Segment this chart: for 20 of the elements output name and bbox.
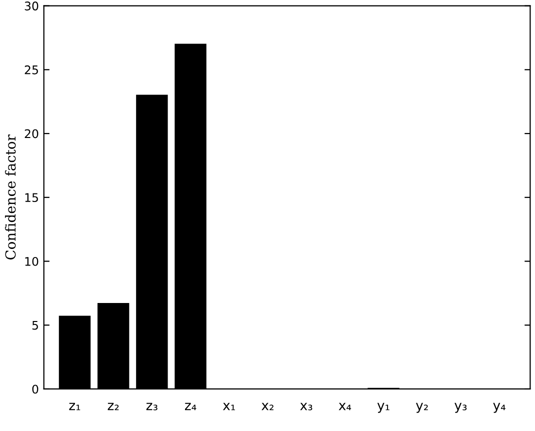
y-tick-label: 30 <box>24 2 38 10</box>
y-tick-label: 15 <box>25 193 38 202</box>
y-tick-label: 20 <box>24 129 38 138</box>
y-tick-label: 10 <box>25 256 38 266</box>
x-tick-label: z₄ <box>184 402 196 410</box>
x-tick-label: y₄ <box>493 402 506 413</box>
x-tick-label: y₁ <box>377 402 390 413</box>
x-tick-label: x₄ <box>338 402 352 410</box>
x-tick-label: z₃ <box>146 402 158 410</box>
y-tick-label: 25 <box>24 65 38 74</box>
y-tick-label: 0 <box>32 384 38 394</box>
y-tick-label: 5 <box>32 320 38 330</box>
x-tick-label: y₃ <box>454 402 467 413</box>
y-axis-title: Confidence factor <box>4 134 16 260</box>
x-tick-label: z₁ <box>69 402 80 410</box>
x-tick-label: x₃ <box>300 402 312 410</box>
x-tick-label: y₂ <box>416 402 428 413</box>
x-tick-label: x₂ <box>262 402 274 410</box>
x-tick-label: z₂ <box>108 402 119 410</box>
x-tick-label: x₁ <box>222 402 235 410</box>
